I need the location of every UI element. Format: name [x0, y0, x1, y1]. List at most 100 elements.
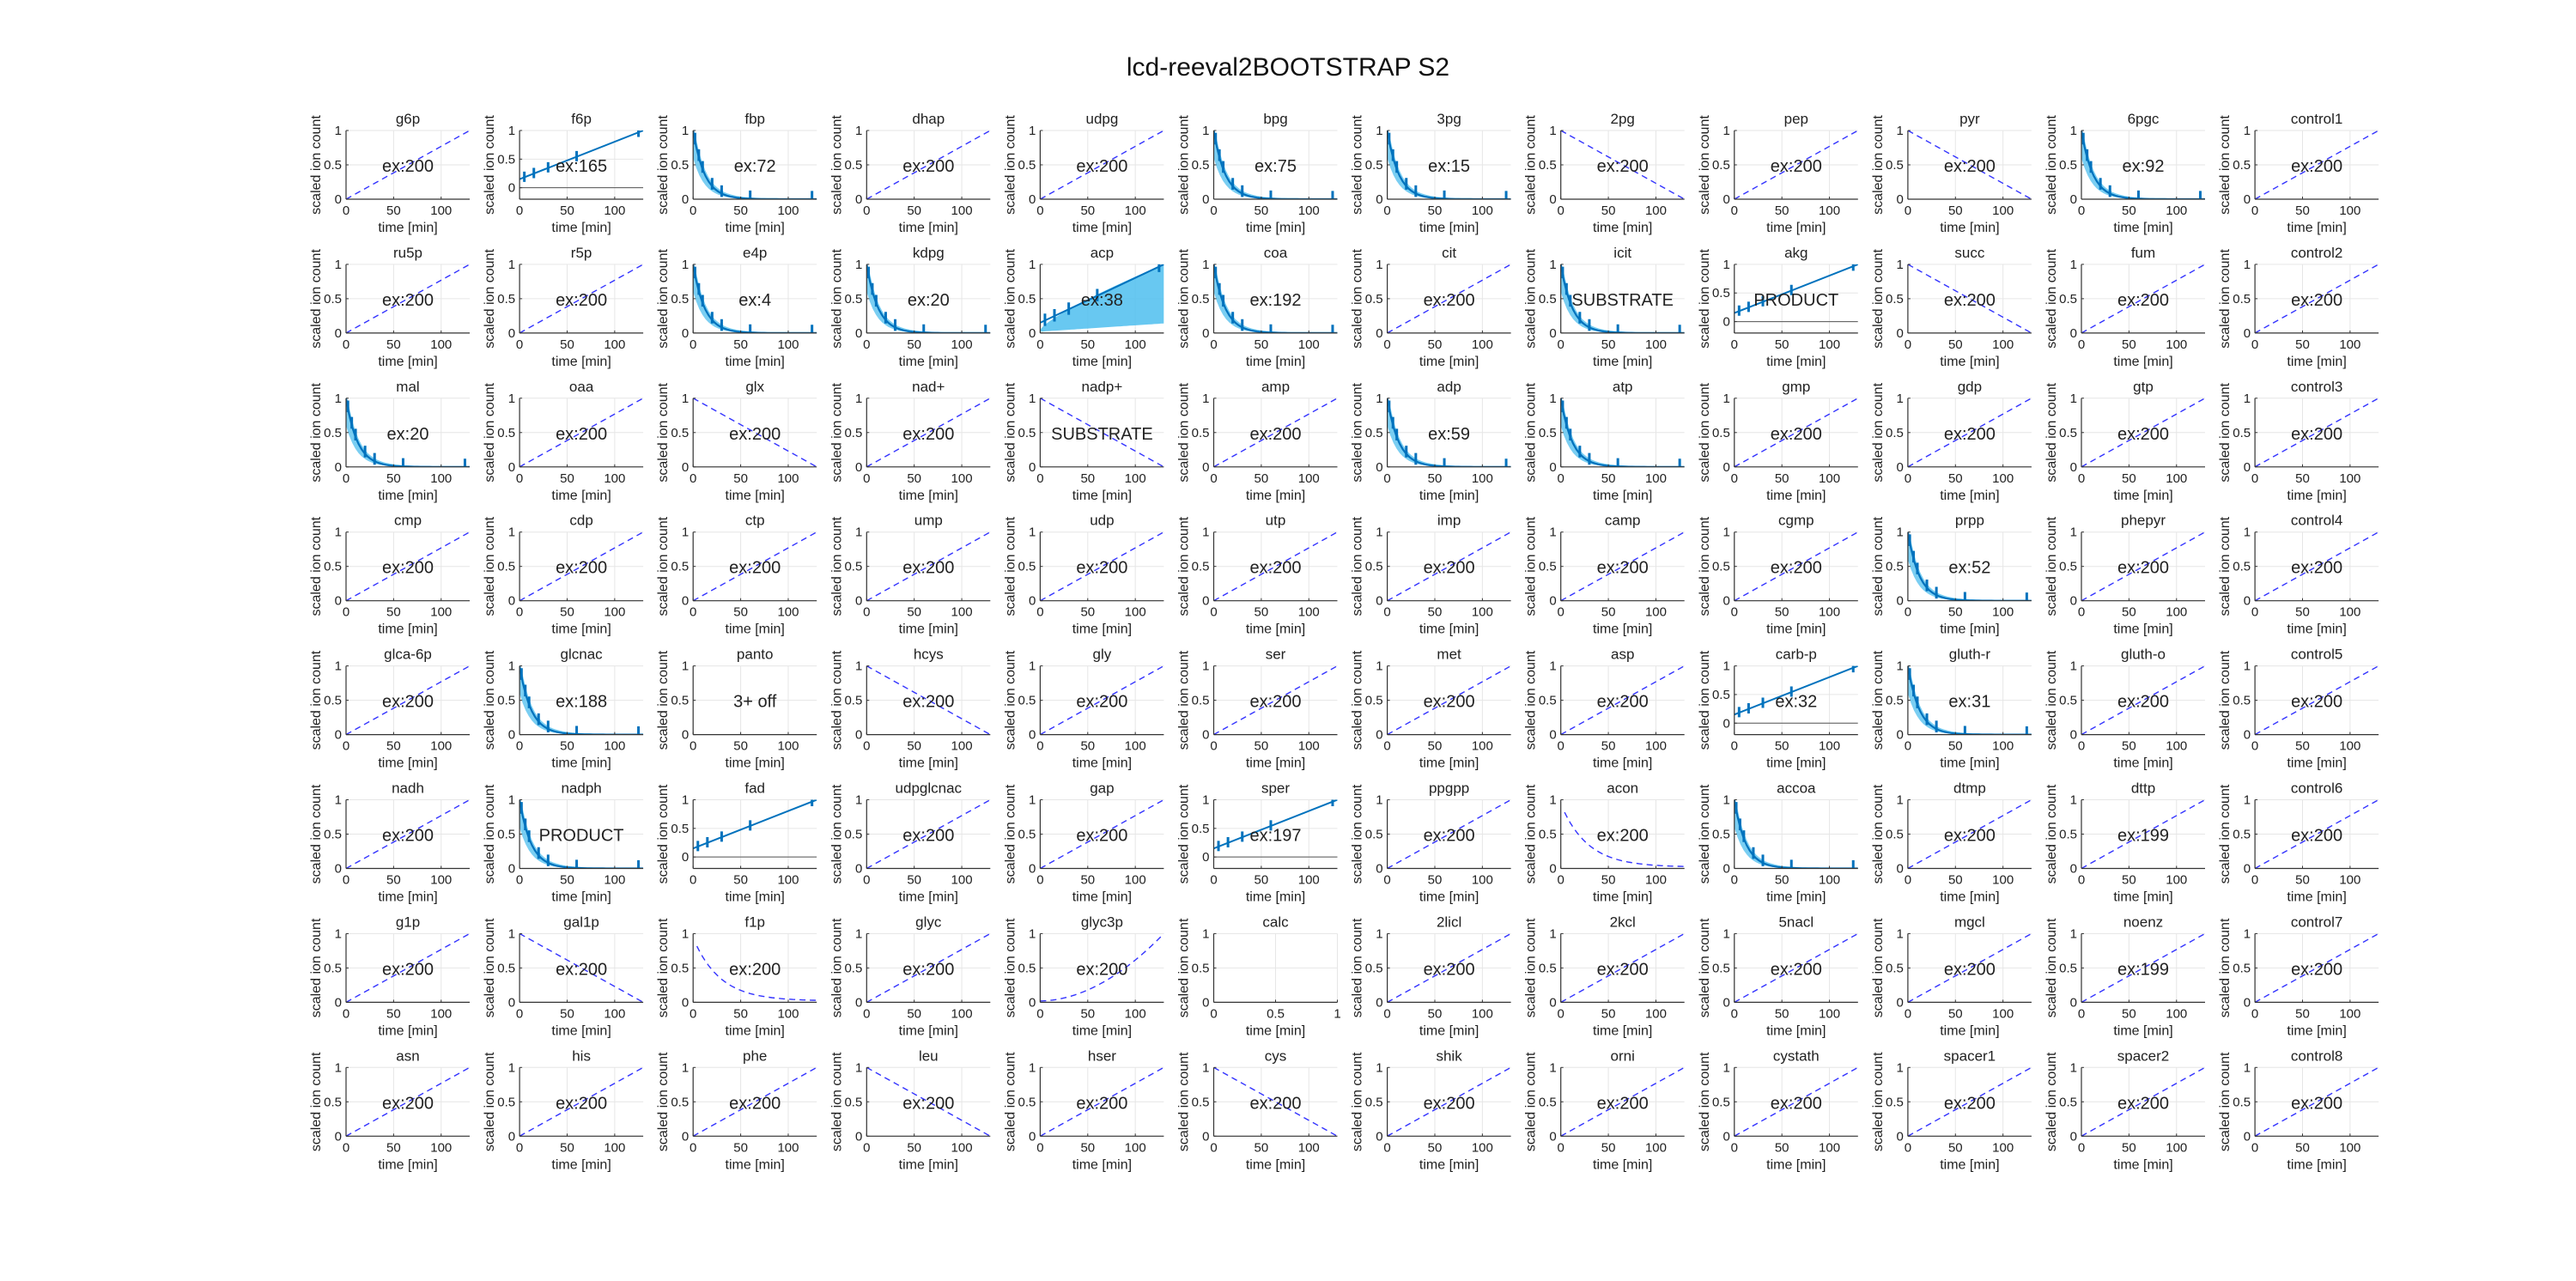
x-tick-label: 0 [516, 873, 523, 888]
subplot-title: camp [1605, 513, 1641, 529]
subplot-title: oaa [569, 379, 594, 395]
y-axis-label: scaled ion count [1698, 249, 1712, 349]
x-tick-label: 0 [1210, 471, 1217, 486]
plot-area [1907, 799, 2032, 869]
y-axis-label: scaled ion count [2218, 382, 2233, 482]
x-tick-label: 0 [343, 605, 349, 620]
x-axis-label: time [min] [1593, 221, 1652, 235]
plot-area [2255, 531, 2379, 601]
fit-line [2081, 933, 2205, 1003]
x-tick-label: 0 [1731, 605, 1738, 620]
y-tick-label: 0 [335, 995, 342, 1010]
y-axis-label: scaled ion count [829, 1052, 844, 1151]
annotation-label: ex:75 [1255, 157, 1297, 176]
x-axis-label: time [min] [2287, 890, 2346, 905]
y-tick-label: 1 [1376, 1060, 1382, 1075]
y-tick-label: 0 [682, 326, 689, 341]
subplot-title: sper [1261, 780, 1290, 797]
subplot-title: atp [1613, 379, 1633, 395]
annotation-label: ex:200 [1249, 425, 1301, 444]
x-tick-label: 50 [386, 203, 401, 218]
y-tick-label: 0 [1376, 460, 1382, 475]
y-tick-label: 1 [1549, 659, 1556, 674]
y-tick-label: 0 [1029, 1129, 1036, 1144]
x-tick-label: 100 [951, 203, 973, 218]
subplot-title: glyc [915, 914, 942, 930]
x-tick-label: 100 [951, 873, 973, 888]
subplot-5nacl: 5nacl 0 50 100 0 0.5 1 time [min] scaled ion cou… [1698, 914, 1858, 1038]
plot-area [1387, 799, 1511, 869]
subplot-2kcl: 2kcl 0 50 100 0 0.5 1 time [min] scaled ion coun… [1524, 914, 1685, 1038]
y-tick-label: 0.5 [1539, 292, 1557, 307]
y-tick-label: 1 [508, 926, 515, 941]
x-tick-label: 100 [777, 337, 799, 352]
y-tick-label: 0 [1722, 1129, 1729, 1144]
subplot-title: phe [743, 1047, 767, 1064]
x-axis-label: time [min] [1593, 489, 1652, 503]
y-tick-label: 0 [682, 460, 689, 475]
y-tick-label: 0.5 [1539, 694, 1557, 708]
x-tick-label: 100 [1472, 337, 1493, 352]
x-axis-label: time [min] [899, 355, 958, 369]
annotation-label: ex:200 [2291, 559, 2342, 578]
x-axis-label: time [min] [378, 1023, 437, 1038]
fit-line [1734, 665, 1858, 716]
x-tick-label: 50 [1080, 873, 1095, 888]
y-tick-label: 1 [335, 392, 342, 406]
y-tick-label: 1 [1029, 926, 1036, 941]
x-tick-label: 50 [1080, 471, 1095, 486]
y-tick-label: 0.5 [1886, 292, 1904, 307]
y-tick-label: 1 [1897, 793, 1904, 808]
y-tick-label: 0.5 [1192, 560, 1210, 574]
annotation-label: ex:72 [734, 157, 776, 176]
y-tick-label: 0 [1722, 594, 1729, 609]
y-tick-label: 1 [335, 1060, 342, 1075]
annotation-label: ex:20 [908, 291, 950, 310]
x-axis-label: time [min] [551, 355, 611, 369]
x-tick-label: 50 [1428, 873, 1443, 888]
subplot-mal: mal 0 50 100 0 0.5 1 time [min] scaled ion count… [309, 379, 470, 503]
x-axis-label: time [min] [1940, 489, 1999, 503]
x-axis-label: time [min] [1246, 489, 1305, 503]
annotation-label: ex:200 [1424, 291, 1475, 310]
x-tick-label: 50 [1080, 337, 1095, 352]
x-tick-label: 0 [1731, 337, 1738, 352]
plot-area [1734, 665, 1858, 724]
annotation-label: ex:192 [1249, 291, 1301, 310]
fit-line [1387, 264, 1511, 333]
subplot-title: phepyr [2121, 513, 2166, 529]
x-tick-label: 100 [951, 337, 973, 352]
annotation-label: ex:200 [2291, 1094, 2342, 1113]
plot-area [1040, 799, 1164, 869]
annotation-label: ex:200 [1424, 1094, 1475, 1113]
x-tick-label: 0 [2078, 203, 2085, 218]
plot-area [1907, 1067, 2032, 1137]
annotation-label: ex:200 [1597, 1094, 1649, 1113]
x-tick-label: 100 [1992, 337, 2014, 352]
subplot-g6p: g6p 0 50 100 0 0.5 1 time [min] scaled ion count… [309, 111, 470, 235]
x-axis-label: time [min] [2113, 221, 2172, 235]
y-tick-label: 0 [1549, 594, 1556, 609]
y-tick-label: 1 [508, 659, 515, 674]
y-tick-label: 0 [1202, 850, 1209, 865]
y-tick-label: 0.5 [497, 426, 515, 440]
y-tick-label: 0 [1549, 728, 1556, 743]
y-tick-label: 1 [855, 926, 862, 941]
x-tick-label: 100 [1472, 873, 1493, 888]
y-tick-label: 1 [1897, 525, 1904, 540]
y-tick-label: 0 [508, 995, 515, 1010]
y-tick-label: 0 [508, 728, 515, 743]
y-tick-label: 0 [2244, 995, 2251, 1010]
x-tick-label: 50 [386, 739, 401, 754]
y-tick-label: 0 [2244, 594, 2251, 609]
y-tick-label: 1 [855, 525, 862, 540]
subplot-title: met [1437, 647, 1461, 663]
subplot-icit: icit 0 50 100 0 0.5 1 time [min] scaled ion coun… [1524, 245, 1685, 369]
y-tick-label: 0.5 [1886, 560, 1904, 574]
x-tick-label: 100 [777, 739, 799, 754]
y-tick-label: 0 [1202, 728, 1209, 743]
y-tick-label: 0 [682, 594, 689, 609]
x-tick-label: 50 [1948, 739, 1963, 754]
y-tick-label: 0 [1029, 862, 1036, 877]
y-tick-label: 1 [1202, 793, 1209, 808]
